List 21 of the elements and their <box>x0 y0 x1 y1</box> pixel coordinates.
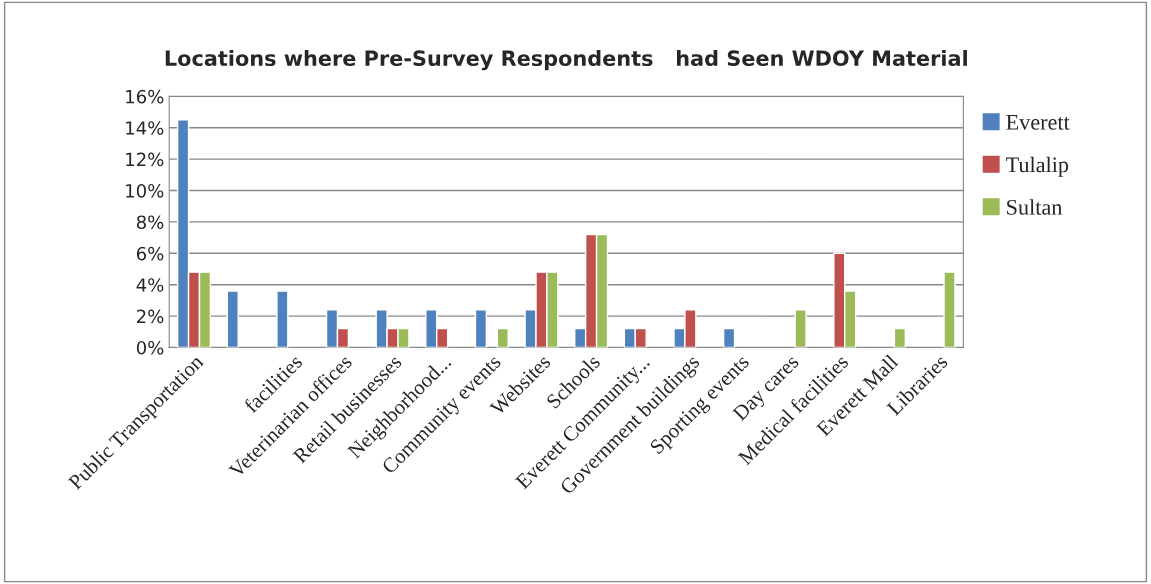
legend-label: Sultan <box>1007 199 1063 215</box>
bar <box>794 309 807 348</box>
legend-label: Everett <box>1006 115 1070 130</box>
bar <box>943 271 956 348</box>
y-tick-label: 10% <box>126 183 164 198</box>
y-tick-label: 14% <box>126 121 164 135</box>
bar <box>276 290 289 348</box>
bar <box>722 327 736 348</box>
y-tick-label: 16% <box>126 89 164 104</box>
legend-label: Tulalip <box>1006 156 1069 177</box>
y-tick-label: 6% <box>136 246 164 261</box>
bar <box>226 290 239 348</box>
bar <box>496 327 509 348</box>
y-tick-label: 2% <box>137 309 164 324</box>
bar <box>474 309 488 348</box>
y-tick-label: 8% <box>136 215 164 230</box>
y-tick-label: 0% <box>136 340 164 355</box>
bar <box>893 327 907 348</box>
y-tick-label: 4% <box>136 278 164 292</box>
chart-title: Locations where Pre-Survey Respondents had Seen WDOY Material <box>165 49 967 71</box>
y-tick-label: 12% <box>126 152 164 167</box>
